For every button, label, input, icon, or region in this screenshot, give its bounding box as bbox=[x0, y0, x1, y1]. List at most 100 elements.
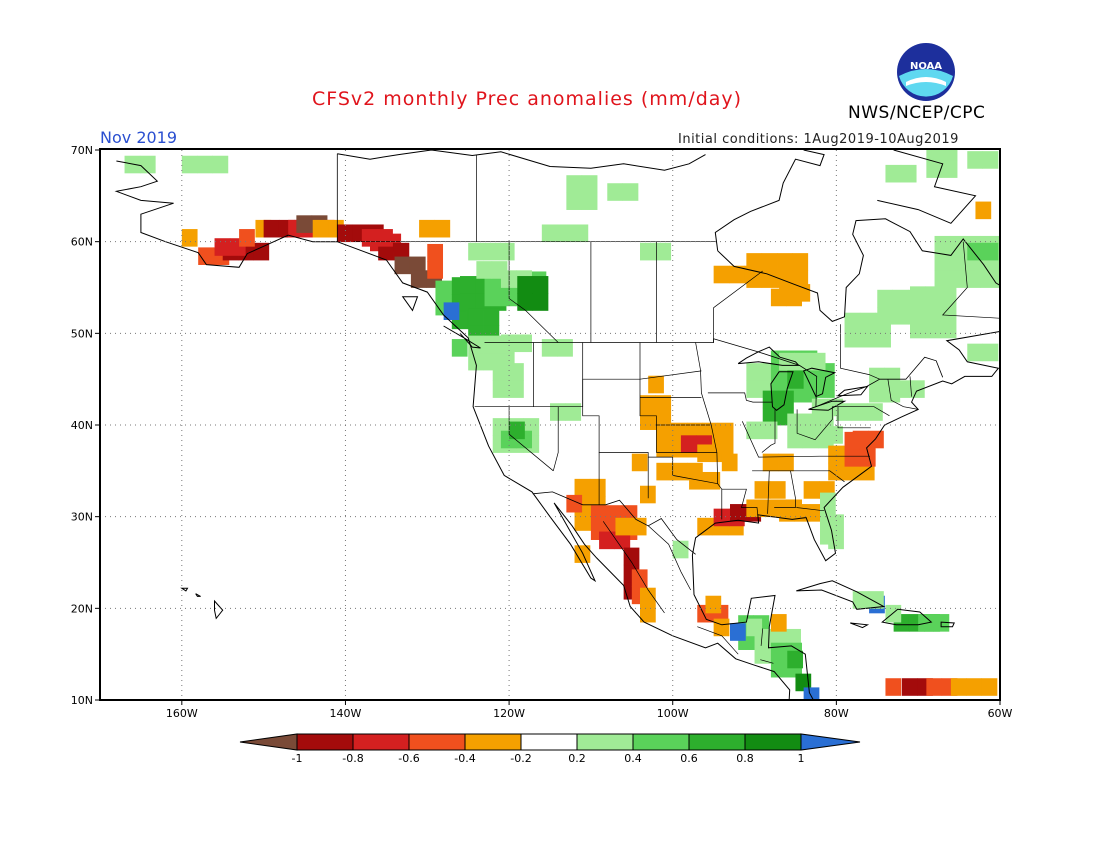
anomaly-cell bbox=[792, 270, 809, 288]
lat-label: 10N bbox=[71, 694, 93, 707]
coastline bbox=[752, 470, 845, 483]
anomaly-cell bbox=[885, 678, 902, 696]
coastline bbox=[697, 626, 739, 655]
coastline bbox=[721, 488, 759, 515]
anomaly-cell bbox=[981, 678, 998, 696]
anomaly-cell bbox=[492, 380, 509, 398]
lat-label: 40N bbox=[71, 419, 93, 432]
anomaly-cell bbox=[468, 335, 484, 354]
anomaly-cell bbox=[967, 242, 984, 261]
anomaly-cell bbox=[656, 422, 673, 441]
anomaly-cell bbox=[656, 462, 673, 481]
coastline bbox=[832, 406, 871, 429]
coastline bbox=[695, 342, 723, 520]
colorbar-label: 0.4 bbox=[624, 752, 642, 765]
coastline bbox=[582, 342, 649, 499]
anomaly-cell bbox=[500, 334, 517, 353]
anomaly-cell bbox=[885, 604, 902, 623]
anomaly-cell bbox=[607, 183, 624, 201]
anomaly-cell bbox=[393, 242, 410, 261]
lat-label: 50N bbox=[71, 327, 93, 340]
anomaly-cell bbox=[640, 242, 656, 261]
anomaly-cell bbox=[614, 531, 631, 550]
anomaly-cell bbox=[746, 253, 763, 271]
anomaly-cell bbox=[995, 253, 999, 271]
anomaly-cell bbox=[434, 219, 451, 238]
coastline bbox=[836, 385, 869, 397]
anomaly-cell bbox=[770, 642, 787, 661]
coastline bbox=[741, 421, 870, 458]
anomaly-cell bbox=[557, 224, 573, 243]
anomaly-cell bbox=[197, 155, 213, 174]
coastline bbox=[796, 406, 833, 441]
noaa-logo: NOAA bbox=[897, 43, 955, 101]
chart-title: CFSv2 monthly Prec anomalies (mm/day) bbox=[312, 88, 743, 110]
anomaly-cell bbox=[949, 253, 966, 271]
coastline bbox=[850, 622, 870, 629]
anomaly-cell bbox=[498, 242, 515, 261]
anomaly-cell bbox=[940, 303, 957, 322]
coastline bbox=[532, 491, 696, 555]
coastline bbox=[737, 346, 800, 366]
colorbar-label: -0.8 bbox=[342, 752, 363, 765]
colorbar-swatch bbox=[408, 733, 466, 751]
anomaly-cell bbox=[803, 687, 820, 699]
anomaly-cell bbox=[949, 270, 966, 288]
anomaly-cell bbox=[868, 591, 884, 609]
anomaly-cell bbox=[378, 242, 394, 261]
anomaly-cell bbox=[867, 403, 883, 421]
colorbar-arrow-low bbox=[239, 733, 298, 751]
longitude-labels: 160W 140W 120W 100W 80W 60W bbox=[166, 700, 1013, 720]
lon-label: 100W bbox=[657, 707, 689, 720]
anomaly-cell bbox=[910, 303, 926, 322]
anomaly-cell bbox=[730, 504, 746, 522]
anomaly-cell bbox=[770, 499, 787, 518]
anomaly-cell bbox=[892, 306, 909, 325]
anomaly-cell bbox=[655, 242, 672, 261]
colorbar-label: 0.8 bbox=[736, 752, 754, 765]
anomaly-cell bbox=[877, 306, 894, 325]
anomaly-cell bbox=[770, 659, 787, 678]
anomaly-cell bbox=[803, 481, 820, 499]
anomaly-cell bbox=[499, 288, 516, 307]
anomaly-cell bbox=[377, 229, 393, 247]
anomaly-cell bbox=[754, 646, 771, 664]
coastline bbox=[443, 325, 481, 349]
anomaly-cell bbox=[566, 192, 583, 210]
anomaly-cell bbox=[778, 390, 794, 409]
anomaly-cell bbox=[721, 453, 738, 472]
agency-label: NWS/NCEP/CPC bbox=[848, 103, 986, 123]
anomaly-cell bbox=[777, 253, 793, 271]
anomaly-cell bbox=[451, 339, 468, 357]
lon-label: 160W bbox=[166, 707, 198, 720]
anomaly-cell bbox=[508, 363, 524, 381]
coastline bbox=[761, 409, 776, 453]
anomaly-cell bbox=[394, 256, 411, 275]
anomaly-cell bbox=[827, 426, 843, 444]
anomaly-cell bbox=[640, 587, 656, 606]
colorbar-label: -1 bbox=[292, 752, 303, 765]
anomaly-cell bbox=[859, 329, 876, 348]
anomaly-cell bbox=[746, 499, 763, 518]
anomaly-cell bbox=[877, 289, 894, 308]
coastline bbox=[770, 371, 794, 411]
anomaly-cell bbox=[508, 380, 524, 398]
anomaly-cell bbox=[460, 293, 476, 311]
anomaly-cell bbox=[967, 343, 984, 362]
anomaly-cell bbox=[859, 312, 876, 331]
anomaly-cell bbox=[574, 513, 591, 531]
anomaly-cell bbox=[859, 449, 876, 467]
colorbar-swatch bbox=[520, 733, 578, 751]
anomaly-cell bbox=[730, 623, 746, 641]
anomaly-cell bbox=[198, 247, 214, 265]
anomaly-cell bbox=[460, 276, 476, 294]
colorbar-swatch bbox=[296, 733, 354, 751]
anomaly-cell bbox=[483, 242, 500, 261]
anomaly-cell bbox=[509, 421, 525, 440]
anomaly-cell bbox=[640, 412, 656, 430]
coastline bbox=[602, 521, 665, 614]
anomaly-cell bbox=[517, 293, 534, 311]
anomaly-cell bbox=[717, 422, 734, 441]
anomaly-cell bbox=[941, 160, 958, 178]
colorbar-label: 0.2 bbox=[568, 752, 586, 765]
